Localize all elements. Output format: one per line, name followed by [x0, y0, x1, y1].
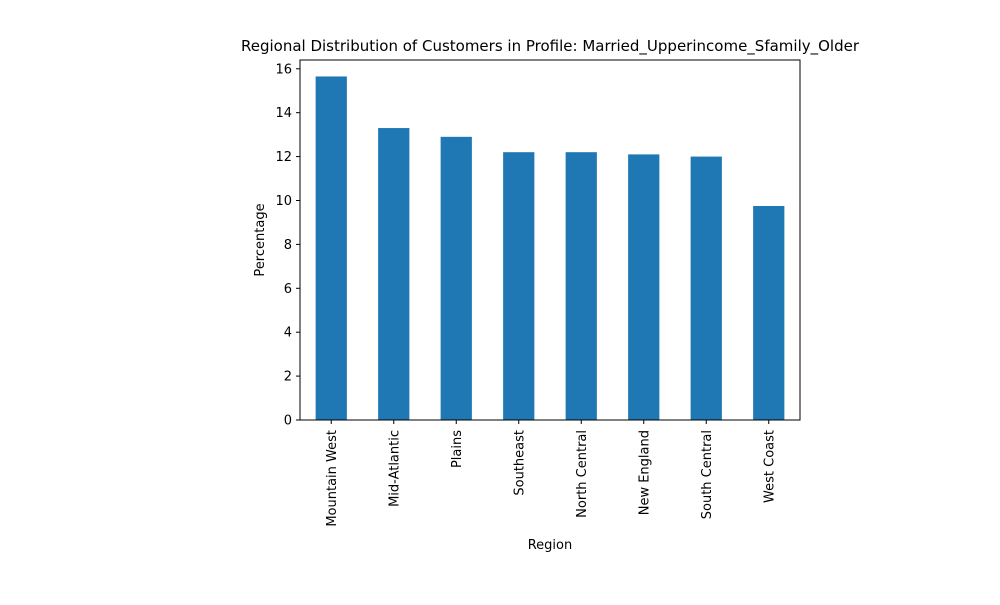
x-tick-label: North Central [575, 430, 590, 518]
bar-west-coast [753, 205, 785, 420]
bar-new-england [628, 154, 660, 420]
x-tick-label: New England [637, 430, 652, 515]
bar-mid-atlantic [378, 128, 410, 421]
bar-south-central [690, 156, 722, 420]
y-tick-label: 12 [275, 150, 292, 165]
y-tick-label: 2 [284, 370, 292, 385]
x-tick-label: Southeast [512, 430, 527, 496]
y-tick-label: 10 [275, 194, 292, 209]
y-tick-label: 0 [284, 414, 292, 429]
y-axis: 0 2 4 6 8 10 12 14 16 [275, 62, 300, 429]
bar-mountain-west [315, 76, 347, 421]
plot-frame [299, 59, 801, 421]
y-tick-label: 8 [284, 238, 292, 253]
y-tick-label: 14 [275, 106, 292, 121]
y-axis-label: Percentage [253, 203, 268, 276]
x-tick-label: South Central [700, 430, 715, 519]
chart-title: Regional Distribution of Customers in Pr… [241, 37, 860, 56]
y-tick-label: 16 [275, 62, 292, 77]
x-axis-label: Region [528, 538, 573, 553]
bar-north-central [565, 152, 597, 420]
bar-southeast [503, 152, 535, 420]
y-tick-label: 6 [284, 282, 292, 297]
x-axis: Mountain West Mid-Atlantic Plains Southeast… [325, 420, 777, 527]
x-tick-label: Plains [450, 430, 465, 468]
bars-group [315, 76, 785, 421]
bar-plains [440, 136, 472, 420]
x-tick-label: Mountain West [325, 430, 340, 527]
x-tick-label: Mid-Atlantic [387, 430, 402, 507]
y-tick-label: 4 [284, 326, 292, 341]
x-tick-label: West Coast [762, 430, 777, 503]
